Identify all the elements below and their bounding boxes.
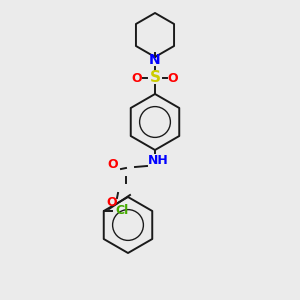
Text: O: O <box>168 71 178 85</box>
Text: S: S <box>149 70 161 86</box>
Text: O: O <box>108 158 118 170</box>
Text: NH: NH <box>148 154 168 166</box>
Text: O: O <box>107 196 117 209</box>
Text: Cl: Cl <box>115 205 128 218</box>
Text: O: O <box>132 71 142 85</box>
Text: N: N <box>149 53 161 67</box>
